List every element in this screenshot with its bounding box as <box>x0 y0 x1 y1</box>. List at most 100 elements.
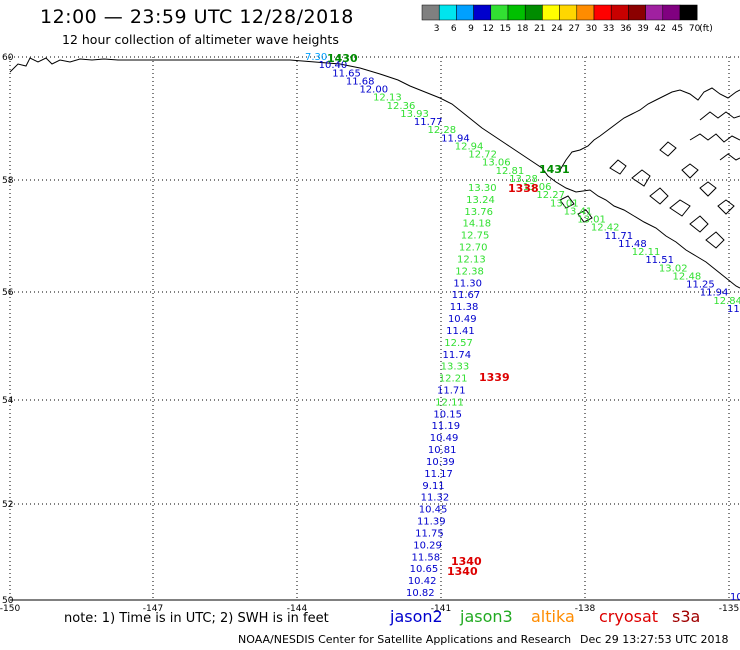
latitude-label: 56 <box>2 288 14 298</box>
legend-tick-label: 15 <box>500 24 511 34</box>
satellite-name: jason2 <box>390 607 443 626</box>
latitude-label: 52 <box>2 500 13 510</box>
longitude-label: -150 <box>0 604 20 614</box>
axis-labels: 60 58 56 54 52 50-150 -147 -144 -141 -138 -135 <box>0 53 739 614</box>
longitude-label: -144 <box>287 604 308 614</box>
wave-height-value: 12.84 <box>713 296 740 307</box>
wave-height-value: 12.36 <box>387 101 416 112</box>
page-title: 12:00 — 23:59 UTC 12/28/2018 <box>40 6 354 28</box>
inlet-path <box>689 111 740 161</box>
wave-height-value: 10.39 <box>426 457 455 468</box>
legend-swatch <box>507 4 526 21</box>
wave-height-value: 11.30 <box>453 278 482 289</box>
wave-height-value: 12.13 <box>373 93 402 104</box>
wave-height-value: 11.19 <box>432 421 461 432</box>
legend-tick-label: 6 <box>451 24 457 34</box>
legend-unit: (ft) <box>699 24 713 34</box>
legend-swatch <box>645 4 664 21</box>
wave-height-value: 11.94 <box>700 288 729 299</box>
footer-credit: NOAA/NESDIS Center for Satellite Applica… <box>238 633 572 646</box>
color-legend: 3 6 9 12 15 18 21 24 27 30 33 36 39 42 45 70(ft) <box>421 4 713 34</box>
wave-height-value: 10.49 <box>430 433 459 444</box>
legend-swatch <box>524 4 543 21</box>
wave-height-labels: 7.3010.4011.6511.6812.0012.1312.3613.931… <box>305 52 740 603</box>
legend-swatch <box>456 4 474 21</box>
legend-tick-label: 39 <box>637 24 649 34</box>
wave-height-value: 12.48 <box>673 271 702 282</box>
wave-height-value: 11.41 <box>446 326 475 337</box>
legend-tick-label: 33 <box>603 24 614 34</box>
wave-height-value: 13.06 <box>523 182 552 193</box>
wave-height-value: 13.06 <box>482 158 511 169</box>
wave-height-value: 10.45 <box>419 505 448 516</box>
legend-tick-label: 42 <box>654 24 665 34</box>
wave-height-value: 11.25 <box>686 280 715 291</box>
wave-height-value: 12.81 <box>496 166 525 177</box>
wave-height-value: 11.65 <box>332 68 361 79</box>
legend-tick-label: 9 <box>468 24 474 34</box>
page-subtitle: 12 hour collection of altimeter wave hei… <box>62 32 339 47</box>
wave-height-value: 12.27 <box>536 190 565 201</box>
wave-height-value: 11.32 <box>421 493 450 504</box>
satellite-name: cryosat <box>599 607 659 626</box>
wave-height-value: 10.29 <box>413 540 442 551</box>
latitude-label: 58 <box>2 176 14 186</box>
wave-height-value: 13.76 <box>464 207 493 218</box>
wave-height-value: 10 <box>730 592 740 603</box>
wave-height-value: 13.01 <box>577 215 606 226</box>
wave-height-value: 13.02 <box>659 263 688 274</box>
wave-height-value: 12.11 <box>435 397 464 408</box>
wave-height-value: 10.15 <box>433 409 462 420</box>
wave-height-value: 11.58 <box>411 552 440 563</box>
legend-tick-label: 27 <box>568 24 579 34</box>
legend-tick-label: 45 <box>672 24 683 34</box>
coastline-inland-path <box>559 87 740 171</box>
wave-height-value: 12.75 <box>461 231 490 242</box>
units-note: note: 1) Time is in UTC; 2) SWH is in fe… <box>64 611 329 626</box>
legend-swatch <box>421 4 440 21</box>
wave-height-value: 12.28 <box>428 125 457 136</box>
wave-height-value: 13.30 <box>468 183 497 194</box>
wave-height-value: 13.28 <box>509 174 538 185</box>
pass-time-label: 1340 <box>447 565 478 578</box>
legend-swatch <box>662 4 681 21</box>
wave-height-value: 11.38 <box>450 302 479 313</box>
wave-height-value: 11.71 <box>604 231 633 242</box>
legend-swatch <box>610 4 629 21</box>
legend-swatch <box>593 4 612 21</box>
legend-tick-label: 30 <box>586 24 598 34</box>
satellite-name: s3a <box>672 607 701 626</box>
wave-height-value: 12.57 <box>444 338 473 349</box>
longitude-label: -141 <box>431 604 451 614</box>
wave-height-value: 12.42 <box>591 223 620 234</box>
coastline-path <box>9 57 740 289</box>
pass-time-label: 1430 <box>327 52 358 65</box>
longitude-label: -135 <box>719 604 739 614</box>
legend-tick-label: 24 <box>551 24 563 34</box>
legend-tick-label: 12 <box>482 24 493 34</box>
wave-height-value: 7.30 <box>305 52 327 63</box>
wave-height-value: 10.49 <box>448 314 477 325</box>
legend-tick-label: 3 <box>434 24 440 34</box>
legend-swatch <box>679 4 698 21</box>
legend-swatch <box>628 4 646 21</box>
legend-tick-label: 21 <box>534 24 545 34</box>
footer-timestamp: Dec 29 13:27:53 UTC 2018 <box>580 633 729 646</box>
wave-height-value: 10.81 <box>428 445 457 456</box>
wave-height-value: 11.67 <box>452 290 481 301</box>
legend-swatch <box>559 4 578 21</box>
pass-time-label: 1338 <box>508 182 539 195</box>
latitude-label: 60 <box>2 53 14 63</box>
coastline <box>9 57 740 289</box>
wave-height-value: 12.38 <box>455 266 484 277</box>
legend-swatch <box>542 4 560 21</box>
pass-time-label: 1339 <box>479 371 510 384</box>
wave-height-value: 11.77 <box>414 117 443 128</box>
wave-height-value: 11.94 <box>441 133 470 144</box>
wave-height-value: 12.21 <box>439 374 468 385</box>
wave-height-value: 12.11 <box>632 247 661 258</box>
longitude-label: -138 <box>575 604 596 614</box>
wave-height-value: 11.74 <box>442 350 471 361</box>
